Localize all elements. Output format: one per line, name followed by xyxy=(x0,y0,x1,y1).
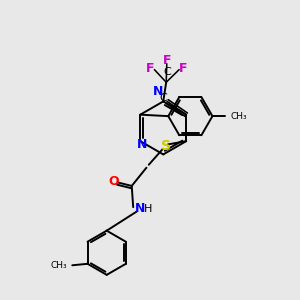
Text: F: F xyxy=(146,62,155,75)
Text: C: C xyxy=(159,93,167,103)
Text: O: O xyxy=(108,175,119,188)
Text: CH₃: CH₃ xyxy=(50,261,67,270)
Text: F: F xyxy=(163,54,171,67)
Text: S: S xyxy=(160,139,171,153)
Text: C: C xyxy=(163,67,171,77)
Text: CH₃: CH₃ xyxy=(230,112,247,121)
Text: N: N xyxy=(137,138,148,151)
Text: N: N xyxy=(134,202,145,215)
Text: N: N xyxy=(152,85,163,98)
Text: H: H xyxy=(144,204,153,214)
Text: F: F xyxy=(179,62,187,75)
